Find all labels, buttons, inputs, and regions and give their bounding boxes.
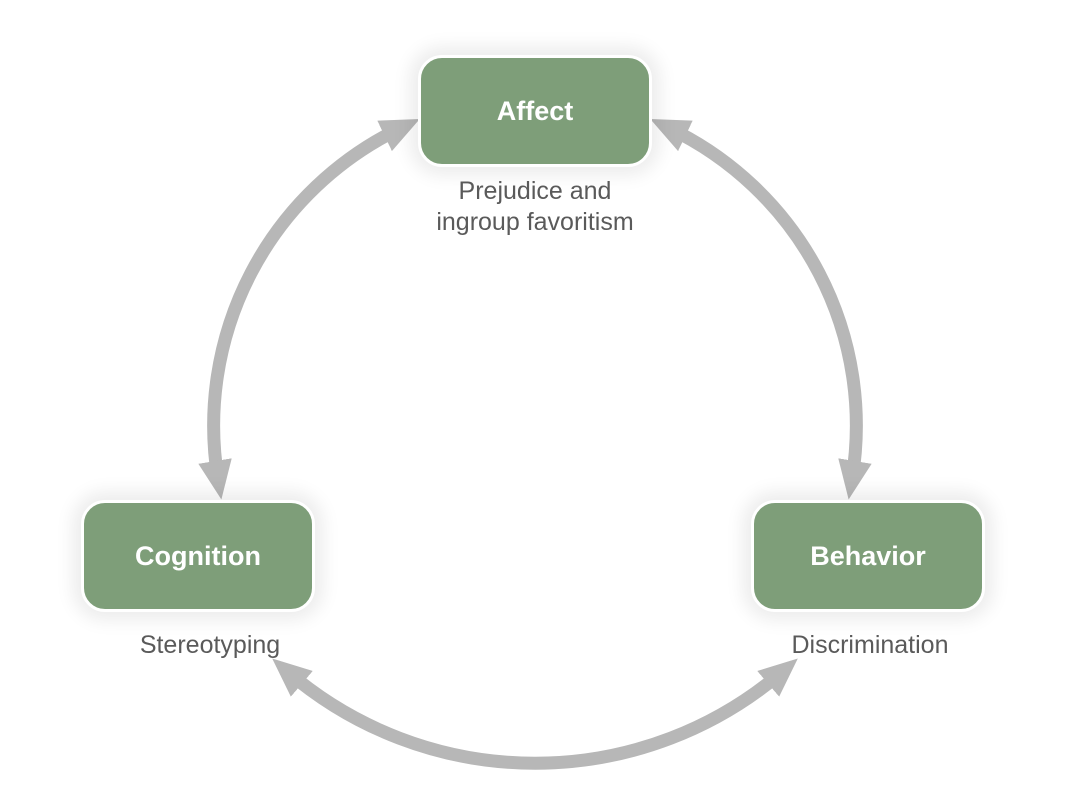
arc-cognition-behavior: [288, 672, 782, 763]
node-cognition: Cognition: [81, 500, 315, 612]
node-cognition-label: Cognition: [135, 541, 261, 572]
sublabel-affect: Prejudice andingroup favoritism: [418, 176, 652, 239]
node-affect-label: Affect: [497, 96, 574, 127]
arc-affect-behavior: [669, 128, 856, 479]
sublabel-cognition: Stereotyping: [120, 630, 300, 661]
node-affect: Affect: [418, 55, 652, 167]
arc-affect-cognition: [214, 128, 401, 479]
sublabel-behavior: Discrimination: [770, 630, 970, 661]
node-behavior-label: Behavior: [810, 541, 926, 572]
node-behavior: Behavior: [751, 500, 985, 612]
